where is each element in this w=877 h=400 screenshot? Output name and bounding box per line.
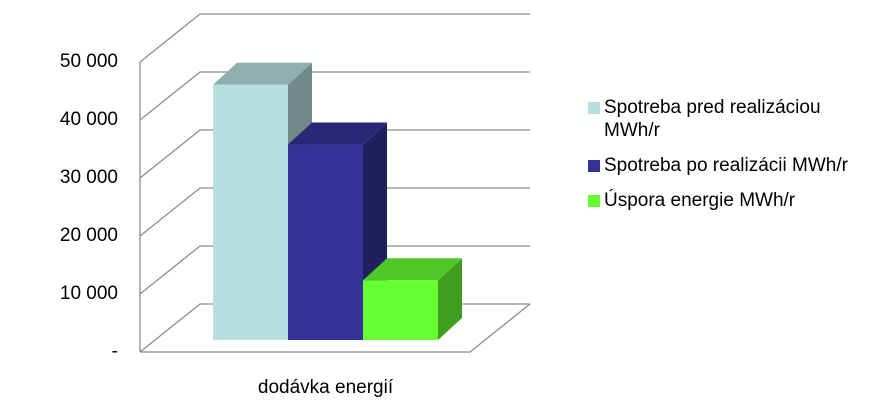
grid-line: [139, 129, 530, 179]
grid-line: [139, 187, 530, 237]
y-tick-label: 10 000: [60, 283, 118, 304]
bar-top: [288, 122, 387, 145]
legend: Spotreba pred realizáciou MWh/r Spotreba …: [588, 96, 873, 224]
y-tick-label: 20 000: [60, 225, 118, 246]
legend-item: Spotreba po realizácii MWh/r: [588, 154, 873, 177]
grid-line: [139, 245, 530, 295]
legend-swatch: [588, 102, 600, 114]
bar: [363, 258, 462, 340]
legend-swatch: [588, 160, 600, 172]
y-tick-label: 40 000: [60, 109, 118, 130]
y-tick-label: 30 000: [60, 167, 118, 188]
legend-label: Úspora energie MWh/r: [604, 190, 796, 211]
bar-side: [438, 258, 462, 340]
legend-label: Spotreba po realizácii MWh/r: [604, 155, 848, 176]
bar-front: [363, 280, 438, 340]
floor: [140, 303, 531, 353]
legend-item: Spotreba pred realizáciou MWh/r: [588, 96, 873, 142]
y-tick-label: -: [112, 341, 118, 362]
bar-top: [363, 258, 462, 281]
grid-line: [139, 71, 530, 121]
legend-label: Spotreba pred realizáciou MWh/r: [604, 97, 821, 141]
legend-swatch: [588, 195, 600, 207]
bar-front: [213, 84, 288, 340]
bar-top: [213, 62, 312, 85]
x-tick-label: dodávka energií: [258, 377, 394, 398]
grid-line: [139, 13, 530, 63]
legend-item: Úspora energie MWh/r: [588, 189, 873, 212]
y-tick-label: 50 000: [60, 51, 118, 72]
bar-front: [288, 144, 363, 340]
